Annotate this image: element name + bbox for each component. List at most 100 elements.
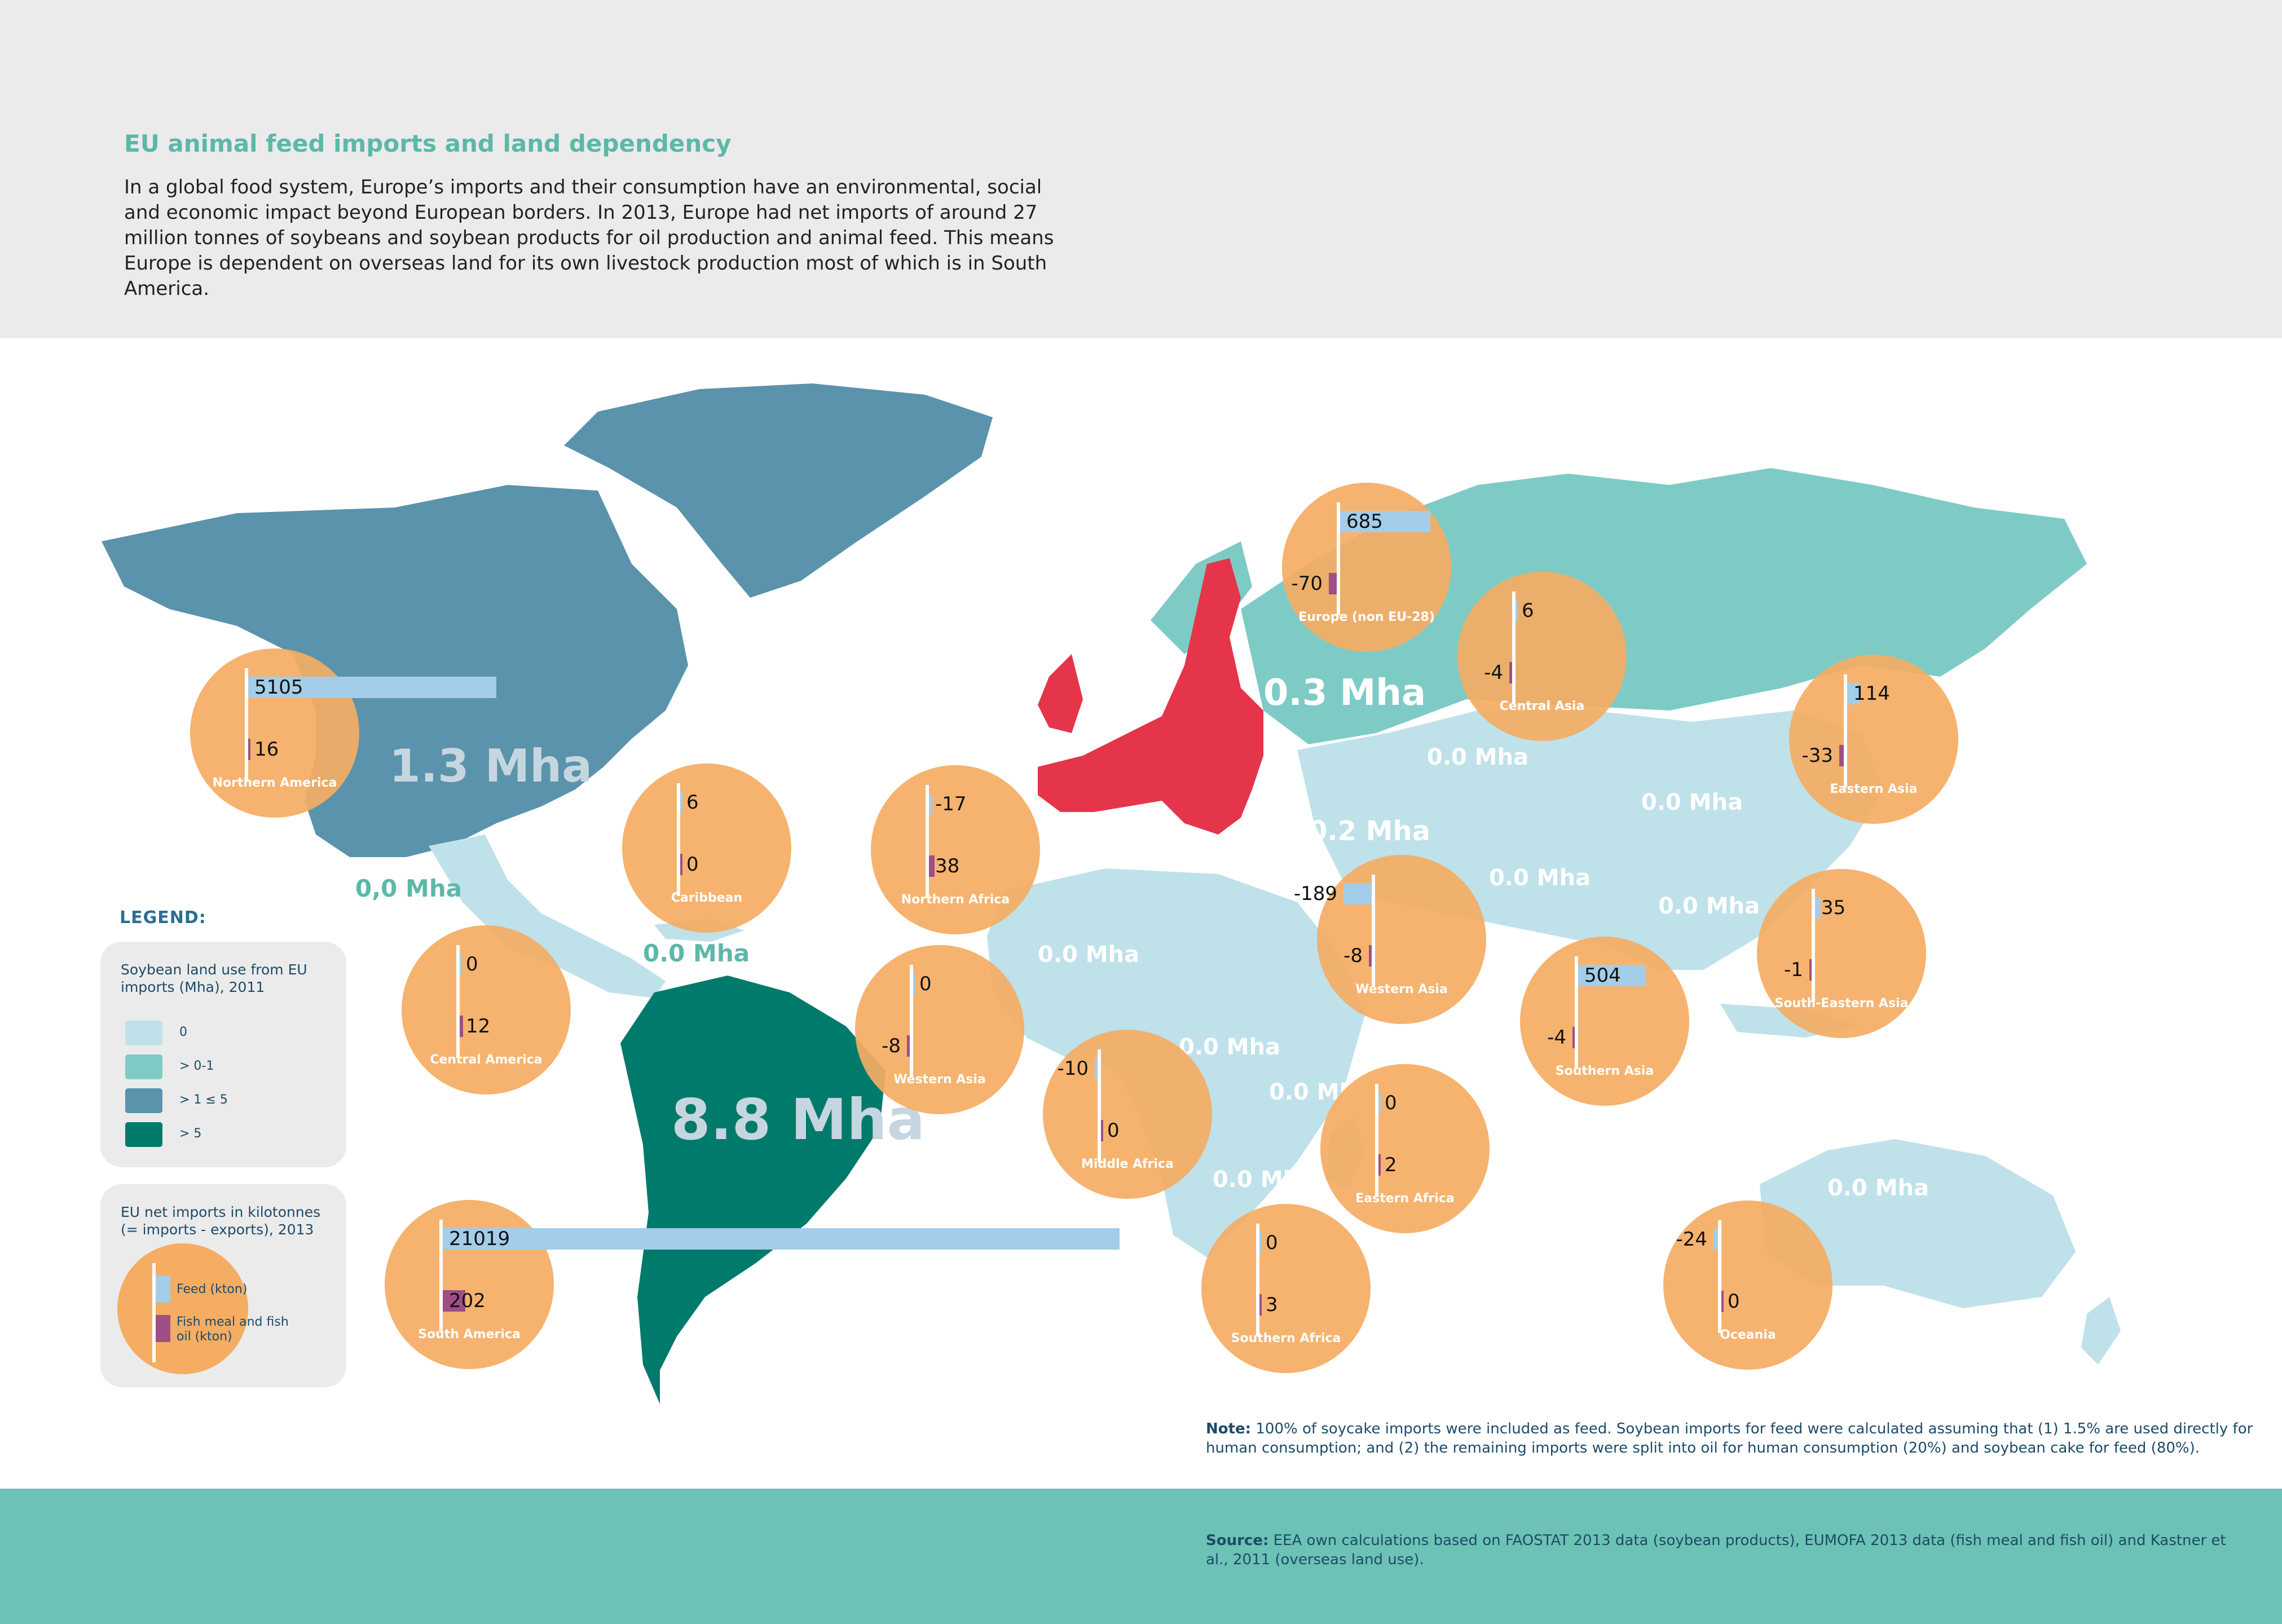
land-use-label-southern-africa: 0.0 Mha (1213, 1167, 1314, 1193)
land-greenland (564, 383, 993, 598)
page-title: EU animal feed imports and land dependen… (124, 130, 732, 157)
note-lead: Note: (1206, 1420, 1252, 1437)
feed-value: 5105 (254, 676, 303, 699)
fish-value: 202 (449, 1290, 486, 1312)
fish-value: -1 (1784, 959, 1803, 981)
legend-net-imports: EU net imports in kilotonnes (= imports … (100, 1184, 346, 1387)
legend-feed-bar (156, 1276, 170, 1303)
hub-axis (677, 783, 680, 896)
hub-axis (245, 668, 248, 781)
region-hub-central-america: 0 12 Central America (402, 925, 571, 1095)
fish-bar (1259, 1294, 1262, 1316)
region-name: South America (418, 1327, 521, 1341)
fish-bar (1369, 945, 1372, 967)
hub-circle (1201, 1204, 1371, 1373)
legend-feed-label: Feed (kton) (177, 1282, 248, 1296)
region-name: Northern Africa (901, 893, 1010, 907)
region-hub-caribbean: 6 0 Caribbean (622, 764, 791, 933)
hub-circle (402, 925, 571, 1095)
fish-value: 3 (1266, 1294, 1278, 1316)
land-use-label-north-america: 1.3 Mha (389, 740, 592, 792)
hub-circle (1520, 937, 1689, 1106)
feed-bar (1713, 1229, 1718, 1250)
feed-bar (1516, 600, 1518, 621)
land-use-label-south-asia: 0.0 Mha (1489, 865, 1591, 891)
fish-bar (1509, 662, 1512, 683)
region-name: Northern America (213, 776, 337, 790)
feed-bar (913, 973, 915, 995)
region-name: South-Eastern Asia (1774, 996, 1908, 1010)
feed-value: 35 (1821, 897, 1845, 919)
fish-value: 0 (1728, 1290, 1740, 1313)
fish-bar (907, 1035, 910, 1057)
feed-bar (443, 1228, 1120, 1250)
land-australia (1760, 1139, 2076, 1308)
region-hub-northern-america: 5105 16 Northern America (190, 648, 496, 818)
feed-bar (680, 792, 682, 813)
feed-bar (1578, 965, 1646, 986)
hub-circle (1757, 869, 1926, 1038)
land-south-america (620, 976, 886, 1404)
region-name: Caribbean (671, 891, 742, 905)
region-name: Oceania (1720, 1328, 1776, 1342)
source: Source: EEA own calculations based on FA… (1206, 1531, 2232, 1569)
fish-bar (1721, 1291, 1724, 1312)
fish-value: 38 (935, 855, 959, 877)
land-use-label-central-africa: 0.0 Mha (1179, 1034, 1280, 1060)
fish-bar (1378, 1154, 1381, 1176)
feed-value: 6 (686, 791, 699, 814)
legend-class-label: > 1 ≤ 5 (179, 1093, 228, 1107)
legend-swatch (125, 1122, 162, 1147)
region-hub-central-asia: 6 -4 Central Asia (1457, 572, 1627, 741)
land-use-label-australia: 0.0 Mha (1827, 1175, 1929, 1201)
fish-bar (680, 854, 682, 875)
feed-value: 0 (1266, 1232, 1278, 1254)
legend-class-label: > 5 (179, 1127, 202, 1141)
hub-circle (1457, 572, 1627, 741)
legend-hub-axis (152, 1263, 156, 1362)
fish-value: -8 (882, 1035, 901, 1057)
fish-bar (460, 1016, 463, 1037)
feed-bar (248, 677, 496, 698)
hub-circle (1320, 1064, 1490, 1233)
region-hub-western-asia: -189 -8 Western Asia (1294, 855, 1486, 1024)
hub-circle (1789, 655, 1958, 824)
land-use-label-south-america: 8.8 Mha (671, 1087, 925, 1153)
land-eu-28 (1038, 558, 1263, 835)
legend-swatch (125, 1021, 162, 1045)
region-hub-eastern-africa: 0 2 Eastern Africa (1320, 1064, 1490, 1233)
region-hub-middle-africa: -10 0 Middle Africa (1043, 1030, 1212, 1199)
feed-value: 0 (466, 953, 478, 976)
hub-circle (871, 765, 1040, 934)
feed-bar (1343, 883, 1372, 904)
source-lead: Source: (1206, 1532, 1269, 1549)
fish-value: 2 (1385, 1154, 1397, 1176)
world-map: 1.3 Mha 8.8 Mha 0.3 Mha 0,0 Mha 0.0 Mha 0.0 M… (102, 383, 2121, 1404)
hub-axis (1372, 875, 1375, 987)
hub-circle (190, 648, 359, 818)
feed-value: -189 (1294, 882, 1337, 905)
land-use-label-russia: 0.3 Mha (1263, 672, 1426, 714)
fish-value: 0 (686, 853, 699, 876)
feed-bar (929, 793, 932, 815)
feed-bar (1095, 1058, 1098, 1079)
legend-land-use: Soybean land use from EU imports (Mha), … (100, 942, 346, 1167)
region-name: Southern Asia (1556, 1064, 1654, 1078)
region-hub-south-eastern-asia: 35 -1 South-Eastern Asia (1757, 869, 1926, 1038)
legend-swatch (125, 1088, 162, 1113)
fish-bar (1572, 1027, 1575, 1048)
land-use-label-southeast-asia: 0.0 Mha (1658, 893, 1760, 919)
hub-axis (1256, 1224, 1259, 1336)
hub-circle (1663, 1201, 1832, 1370)
region-name: Eastern Asia (1830, 782, 1917, 796)
region-name: Western Asia (1355, 982, 1448, 996)
legend-swatch (125, 1054, 162, 1079)
fish-value: -70 (1291, 572, 1323, 595)
feed-bar (1340, 511, 1430, 532)
hub-axis (1844, 674, 1847, 787)
region-hub-europe-non-eu-28: 685 -70 Europe (non EU-28) (1282, 483, 1451, 652)
region-name: Western Asia (893, 1073, 986, 1087)
fish-value: -4 (1484, 661, 1503, 684)
hub-circle (385, 1200, 554, 1369)
land-use-label-china: 0.0 Mha (1641, 789, 1743, 815)
